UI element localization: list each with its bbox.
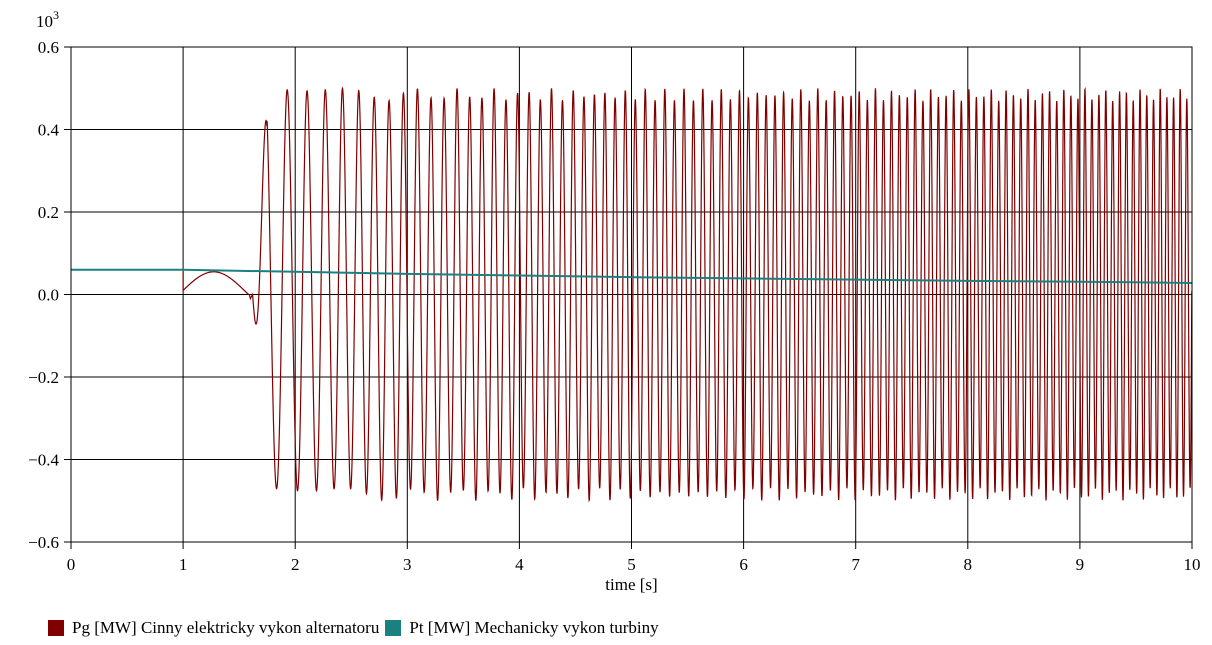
x-axis: 0 1 2 3 4 5 6 7 8 9 10 — [67, 542, 1201, 574]
y-multiplier-exponent: 3 — [53, 8, 59, 22]
x-tick-label: 7 — [851, 555, 860, 574]
x-tick-label: 2 — [291, 555, 300, 574]
x-tick-label: 6 — [739, 555, 748, 574]
x-axis-label: time [s] — [605, 575, 657, 594]
y-tick-label: 0.4 — [38, 121, 60, 140]
series-layer — [71, 86, 1193, 503]
x-tick-label: 3 — [403, 555, 412, 574]
legend-swatch-pg — [48, 620, 64, 636]
y-tick-label: 0.6 — [38, 38, 59, 57]
x-tick-label: 8 — [964, 555, 973, 574]
legend-item-pg: Pg [MW] Cinny elektricky vykon alternato… — [48, 618, 379, 638]
x-tick-label: 5 — [627, 555, 636, 574]
legend-label-pt: Pt [MW] Mechanicky vykon turbiny — [409, 618, 659, 637]
y-axis-multiplier: 103 — [36, 8, 59, 31]
y-tick-label: −0.6 — [28, 533, 59, 552]
x-tick-label: 4 — [515, 555, 524, 574]
x-tick-label: 1 — [179, 555, 188, 574]
y-multiplier-base: 10 — [36, 12, 53, 31]
y-axis: −0.6 −0.4 −0.2 0.0 0.2 0.4 0.6 — [28, 38, 71, 552]
y-tick-label: 0.0 — [38, 286, 59, 305]
legend: Pg [MW] Cinny elektricky vykon alternato… — [48, 617, 665, 639]
x-tick-label: 9 — [1076, 555, 1085, 574]
legend-swatch-pt — [385, 620, 402, 636]
x-tick-label: 10 — [1184, 555, 1201, 574]
series-line-pg — [71, 86, 1193, 503]
x-tick-label: 0 — [67, 555, 76, 574]
y-tick-label: −0.2 — [28, 368, 59, 387]
series-line-pt — [71, 268, 1193, 284]
legend-label-pg: Pg [MW] Cinny elektricky vykon alternato… — [72, 618, 380, 637]
y-tick-label: 0.2 — [38, 203, 59, 222]
legend-item-pt: Pt [MW] Mechanicky vykon turbiny — [385, 618, 659, 638]
y-tick-label: −0.4 — [28, 451, 59, 470]
